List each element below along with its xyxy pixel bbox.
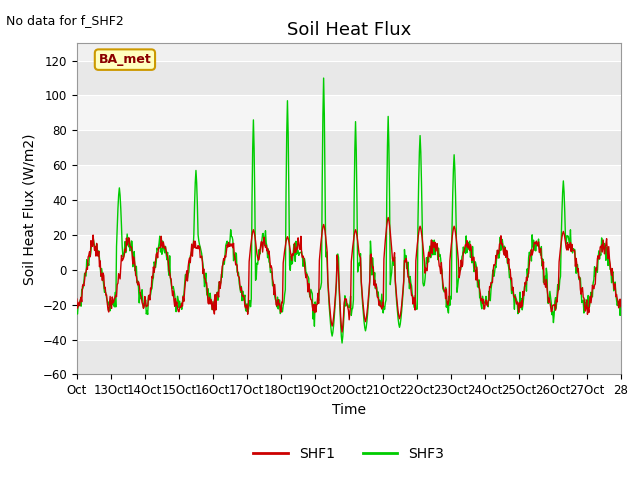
Text: BA_met: BA_met — [99, 53, 151, 66]
SHF1 — [237, 288, 244, 293]
Text: No data for f_SHF2: No data for f_SHF2 — [6, 14, 124, 27]
Bar — [77, 165, 621, 200]
SHF3 — [437, 256, 445, 262]
SHF3 — [264, 255, 271, 261]
Bar — [77, 305, 621, 339]
Bar — [77, 131, 621, 165]
Bar — [77, 200, 621, 235]
SHF1 — [338, 329, 346, 335]
SHF1 — [437, 271, 445, 276]
SHF3 — [338, 340, 346, 346]
Legend: SHF1, SHF3: SHF1, SHF3 — [248, 442, 450, 467]
SHF3 — [237, 289, 244, 295]
SHF3 — [137, 296, 145, 301]
Title: Soil Heat Flux: Soil Heat Flux — [287, 21, 411, 39]
SHF1 — [284, 236, 292, 241]
SHF3 — [617, 297, 625, 303]
SHF1 — [73, 296, 81, 302]
SHF3 — [320, 75, 328, 81]
Bar — [77, 339, 621, 374]
SHF1 — [264, 245, 271, 251]
Y-axis label: Soil Heat Flux (W/m2): Soil Heat Flux (W/m2) — [23, 133, 36, 285]
Bar — [77, 60, 621, 96]
Bar — [77, 96, 621, 131]
SHF3 — [284, 131, 292, 136]
X-axis label: Time: Time — [332, 403, 366, 417]
SHF3 — [406, 274, 414, 279]
SHF1 — [137, 292, 145, 298]
SHF1 — [406, 280, 414, 286]
Bar — [77, 270, 621, 305]
SHF1 — [617, 304, 625, 310]
Line: SHF1: SHF1 — [77, 217, 621, 332]
Line: SHF3: SHF3 — [77, 78, 621, 343]
SHF1 — [385, 215, 392, 220]
Bar — [77, 235, 621, 270]
SHF3 — [73, 309, 81, 315]
